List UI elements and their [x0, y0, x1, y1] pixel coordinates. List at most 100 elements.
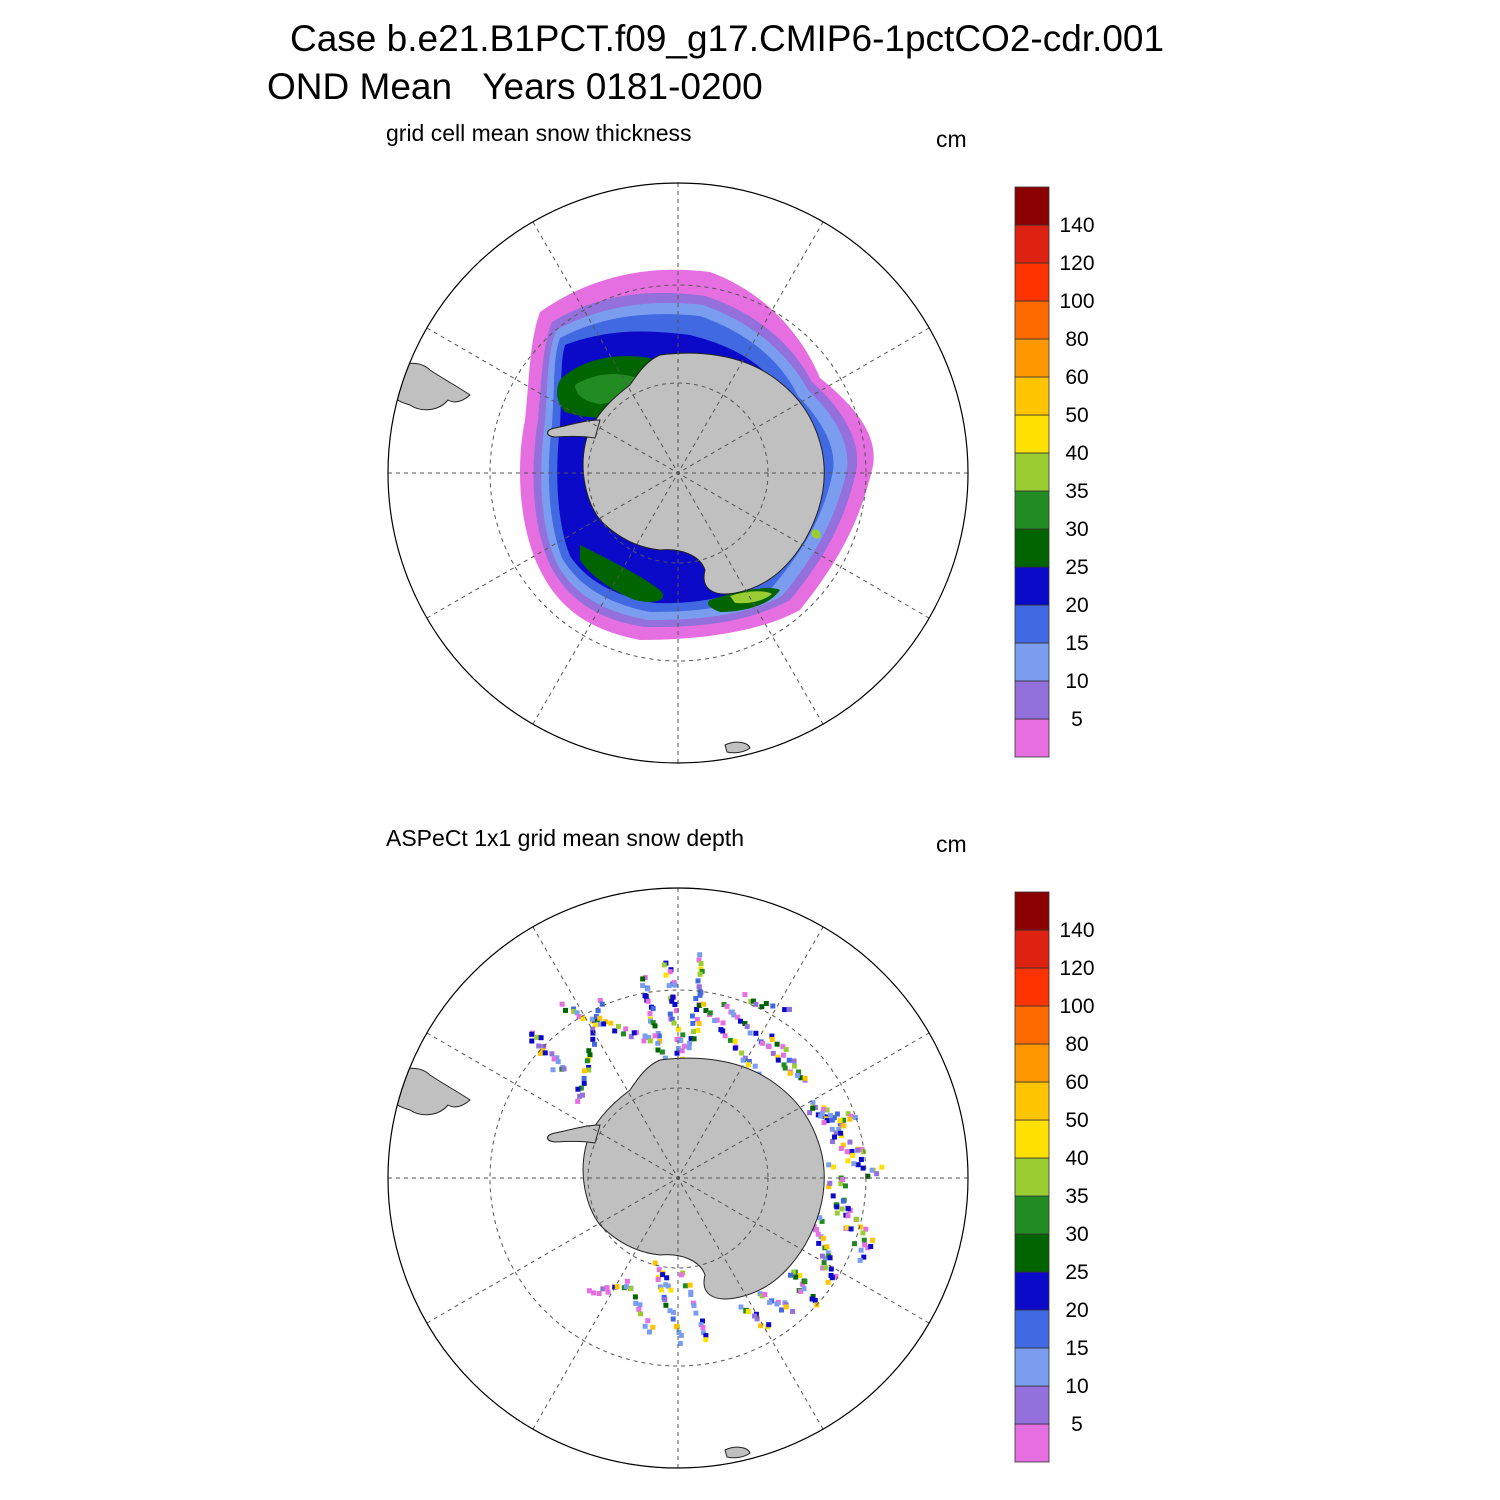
- observation-cell: [701, 1001, 706, 1007]
- colorbar-swatch: [1014, 414, 1050, 454]
- colorbar-tick-label: 140: [1059, 919, 1094, 942]
- observation-cell: [616, 1023, 621, 1029]
- observation-cell: [727, 1037, 733, 1043]
- observation-cell: [831, 1164, 836, 1170]
- observation-cell: [673, 1008, 679, 1014]
- observation-cell: [788, 1272, 793, 1278]
- map-boundary: [387, 182, 969, 764]
- observation-cell: [862, 1242, 868, 1248]
- observation-cell: [781, 1062, 787, 1068]
- observation-cell: [652, 1033, 658, 1039]
- observation-cell: [845, 1206, 851, 1212]
- observation-cell: [581, 1080, 587, 1086]
- observation-cell: [575, 1098, 581, 1104]
- observation-cell: [652, 1260, 658, 1266]
- observation-cell: [707, 1010, 713, 1016]
- observation-cell: [826, 1162, 832, 1168]
- observation-cell: [698, 961, 704, 966]
- observation-cell: [580, 1015, 586, 1021]
- colorbar-swatch: [1014, 1271, 1050, 1311]
- colorbar-swatch: [1014, 680, 1050, 720]
- observation-cell: [766, 1044, 772, 1050]
- observation-cell: [550, 1067, 556, 1073]
- observation-cell: [674, 1037, 680, 1042]
- observation-cell: [722, 1033, 728, 1039]
- observation-cell: [827, 1255, 833, 1261]
- colorbar-panel-1: 5 10 15 20 25 30 35 40 50 60 80 100 120 140: [1014, 186, 1095, 758]
- observation-cell: [798, 1075, 804, 1081]
- colorbar-swatch: [1014, 376, 1050, 416]
- observation-cell: [854, 1216, 860, 1222]
- observation-cell: [632, 1294, 638, 1300]
- colorbar-swatch: [1014, 1195, 1050, 1235]
- observation-cell: [647, 1011, 653, 1016]
- observation-cell: [845, 1111, 851, 1117]
- observation-cell: [691, 1036, 697, 1042]
- observation-cell: [551, 1056, 557, 1062]
- observation-cell: [631, 1030, 637, 1036]
- colorbar-tick-label: 35: [1065, 1185, 1088, 1208]
- observation-cell: [747, 1030, 753, 1036]
- observation-cell: [534, 1034, 540, 1040]
- observation-cell: [801, 1286, 807, 1292]
- observation-cell: [824, 1244, 830, 1250]
- observation-cell: [642, 1033, 648, 1039]
- observation-cell: [694, 1017, 700, 1023]
- observation-cell: [695, 1027, 701, 1033]
- observation-cell: [746, 1062, 751, 1068]
- observation-cell: [794, 1072, 800, 1078]
- observation-cell: [665, 1283, 671, 1289]
- observation-cell: [647, 1038, 653, 1044]
- observation-cell: [820, 1235, 826, 1241]
- observation-cell: [762, 1292, 768, 1297]
- observation-cell: [870, 1237, 876, 1243]
- observation-cell: [633, 1300, 639, 1306]
- observation-cell: [817, 1215, 823, 1221]
- observation-cell: [612, 1028, 618, 1034]
- observation-cell: [774, 1041, 780, 1047]
- graticule: [388, 183, 968, 763]
- observation-cell: [853, 1115, 859, 1121]
- observation-cell: [689, 1013, 695, 1019]
- observation-cell: [822, 1255, 828, 1261]
- observation-cell: [688, 1036, 694, 1042]
- observation-cell: [645, 1318, 651, 1324]
- observation-cell: [650, 1324, 656, 1330]
- observation-cell: [656, 1033, 662, 1039]
- observation-cell: [591, 1290, 597, 1296]
- observation-cell: [703, 1008, 709, 1013]
- observation-cell: [748, 999, 754, 1005]
- colorbar-tick-label: 40: [1065, 1147, 1088, 1170]
- colorbar-tick-label: 5: [1071, 1413, 1083, 1436]
- observation-cell: [752, 1313, 757, 1319]
- colorbar-swatch: [1014, 566, 1050, 606]
- observation-cell: [667, 969, 673, 975]
- observation-cell: [696, 1021, 702, 1027]
- colorbar-swatch: [1014, 604, 1050, 644]
- observation-cell: [743, 1308, 749, 1314]
- observation-cell: [720, 1020, 726, 1026]
- observation-cell: [529, 1038, 535, 1044]
- figure-title-case: Case b.e21.B1PCT.f09_g17.CMIP6-1pctCO2-c…: [290, 18, 1165, 59]
- observation-cell: [844, 1225, 850, 1231]
- colorbar-swatch: [1014, 262, 1050, 302]
- observation-cell: [848, 1226, 854, 1232]
- observation-cell: [746, 1059, 752, 1064]
- colorbar-tick-label: 120: [1059, 957, 1094, 980]
- observation-cell: [839, 1206, 845, 1212]
- observation-cell: [868, 1244, 874, 1249]
- observation-cell: [855, 1162, 861, 1168]
- observation-cell: [642, 1323, 648, 1329]
- observation-cell: [697, 992, 703, 998]
- observation-cell: [662, 1055, 668, 1061]
- observation-cell: [831, 1115, 837, 1121]
- observation-cell: [681, 1043, 687, 1049]
- observation-cell: [672, 1002, 678, 1007]
- observation-cell: [850, 1152, 856, 1158]
- colorbar-swatch: [1014, 224, 1050, 264]
- observation-cell: [750, 998, 756, 1004]
- observation-cell: [849, 1148, 855, 1154]
- observation-cell: [779, 1307, 784, 1313]
- observation-cell: [840, 1198, 846, 1204]
- observation-cell: [673, 1324, 679, 1329]
